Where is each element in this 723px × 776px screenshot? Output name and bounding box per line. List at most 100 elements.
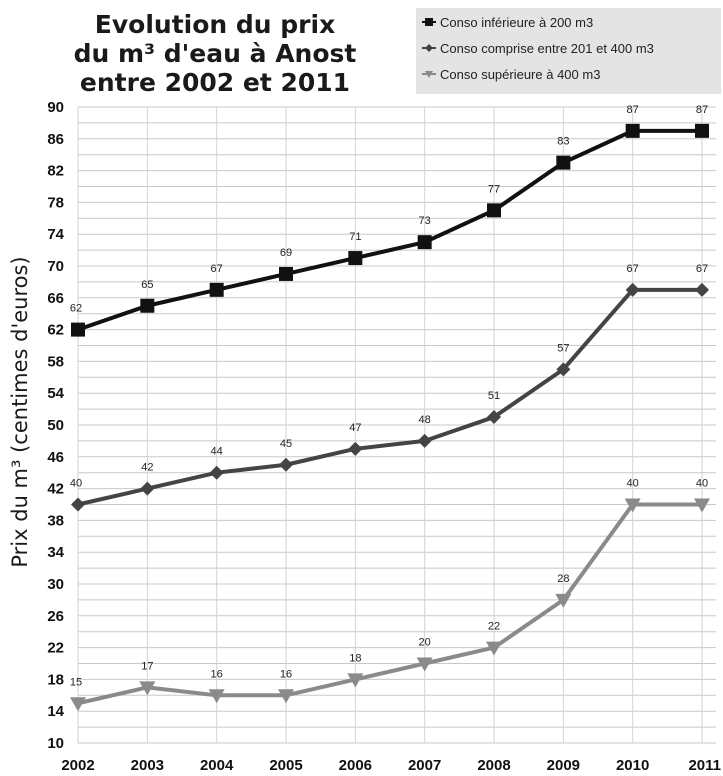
data-point [556, 155, 571, 170]
x-tick-label: 2004 [200, 757, 234, 774]
legend: Conso inférieure à 200 m3 Conso comprise… [416, 8, 721, 94]
data-point [71, 322, 85, 337]
data-point [348, 251, 363, 266]
x-tick-label: 2003 [131, 757, 164, 774]
legend-box [416, 8, 721, 94]
y-tick-label: 78 [47, 194, 64, 211]
data-label: 17 [141, 660, 153, 672]
y-tick-label: 46 [47, 449, 64, 466]
y-tick-label: 82 [47, 163, 64, 180]
data-point [347, 673, 364, 688]
y-tick-label: 38 [47, 512, 64, 529]
data-label: 51 [488, 390, 500, 402]
series-line [77, 287, 702, 507]
chart-title-line-2: du m³ d'eau à Anost [74, 39, 357, 68]
data-point [140, 298, 155, 313]
y-tick-label: 14 [47, 703, 64, 720]
data-label: 45 [280, 438, 292, 450]
series-line [77, 502, 702, 706]
legend-swatch-marker-1 [425, 18, 433, 26]
data-label: 16 [280, 668, 292, 680]
data-label: 44 [211, 446, 223, 458]
data-label: 15 [70, 676, 82, 688]
data-point [487, 410, 501, 425]
y-tick-label: 50 [47, 417, 64, 434]
legend-entry-2: Conso comprise entre 201 et 400 m3 [422, 41, 654, 56]
data-label: 87 [696, 104, 708, 116]
x-tick-label: 2011 [688, 757, 721, 774]
y-tick-label: 86 [47, 131, 64, 148]
data-label: 62 [70, 303, 82, 315]
y-tick-label: 18 [47, 671, 64, 688]
data-point [625, 123, 640, 138]
data-point [694, 498, 710, 513]
data-point [278, 689, 294, 704]
data-label: 40 [627, 478, 639, 490]
data-label: 40 [70, 478, 82, 490]
chart-title-line-3: entre 2002 et 2011 [80, 68, 350, 97]
data-point [279, 457, 293, 472]
legend-label-2: Conso comprise entre 201 et 400 m3 [440, 41, 654, 56]
data-point [625, 282, 640, 297]
y-tick-label: 74 [47, 226, 64, 243]
y-tick-label: 62 [47, 322, 64, 339]
data-point [71, 497, 85, 512]
y-tick-label: 66 [47, 290, 64, 307]
x-tick-label: 2006 [339, 757, 372, 774]
y-tick-label: 34 [47, 544, 64, 561]
data-label: 18 [349, 652, 361, 664]
x-tick-label: 2002 [61, 757, 94, 774]
y-tick-label: 22 [47, 640, 64, 657]
legend-swatch-marker-3 [425, 71, 433, 78]
x-tick-label: 2009 [547, 757, 580, 774]
data-label: 22 [488, 621, 500, 633]
data-point [417, 235, 432, 250]
series-1: 62 65 67 69 71 73 77 83 87 87 [70, 104, 709, 337]
data-label: 67 [211, 263, 223, 275]
y-tick-label: 90 [47, 99, 64, 116]
y-axis-label: Prix du m³ (centimes d'euros) [8, 256, 32, 567]
data-label: 28 [557, 573, 569, 585]
data-point [279, 266, 293, 281]
x-tick-label: 2010 [616, 757, 649, 774]
data-label: 47 [349, 422, 361, 434]
gridlines [77, 106, 716, 744]
y-tick-label: 42 [47, 481, 64, 498]
data-label: 69 [280, 247, 292, 259]
data-point [139, 681, 156, 696]
data-label: 83 [557, 136, 569, 148]
data-label: 67 [627, 263, 639, 275]
data-point [487, 203, 501, 218]
data-label: 67 [696, 263, 708, 275]
y-tick-label: 10 [47, 735, 64, 752]
data-point [555, 593, 572, 608]
y-tick-label: 54 [47, 385, 64, 402]
data-point [209, 282, 224, 297]
x-axis-ticks: 2002 2003 2004 2005 2006 2007 2008 2009 2010 2011 [61, 757, 721, 774]
series-2: 40 42 44 45 47 48 51 57 67 67 [70, 263, 709, 512]
y-tick-label: 70 [47, 258, 64, 275]
data-point [140, 481, 155, 496]
series-line [77, 128, 702, 332]
x-tick-label: 2007 [408, 757, 441, 774]
y-tick-label: 26 [47, 608, 64, 625]
legend-entry-1: Conso inférieure à 200 m3 [422, 15, 593, 30]
data-label: 71 [349, 231, 361, 243]
data-label: 20 [419, 637, 431, 649]
data-point [416, 657, 433, 672]
y-tick-label: 30 [47, 576, 64, 593]
data-point [209, 465, 224, 480]
legend-swatch-marker-2 [425, 44, 433, 52]
data-point [486, 641, 502, 656]
data-label: 42 [141, 462, 153, 474]
data-point [624, 498, 641, 513]
data-label: 40 [696, 478, 708, 490]
x-tick-label: 2008 [477, 757, 510, 774]
data-point [208, 689, 225, 704]
data-label: 73 [419, 215, 431, 227]
legend-label-3: Conso supérieure à 400 m3 [440, 67, 600, 82]
data-label: 65 [141, 279, 153, 291]
data-point [695, 123, 709, 138]
